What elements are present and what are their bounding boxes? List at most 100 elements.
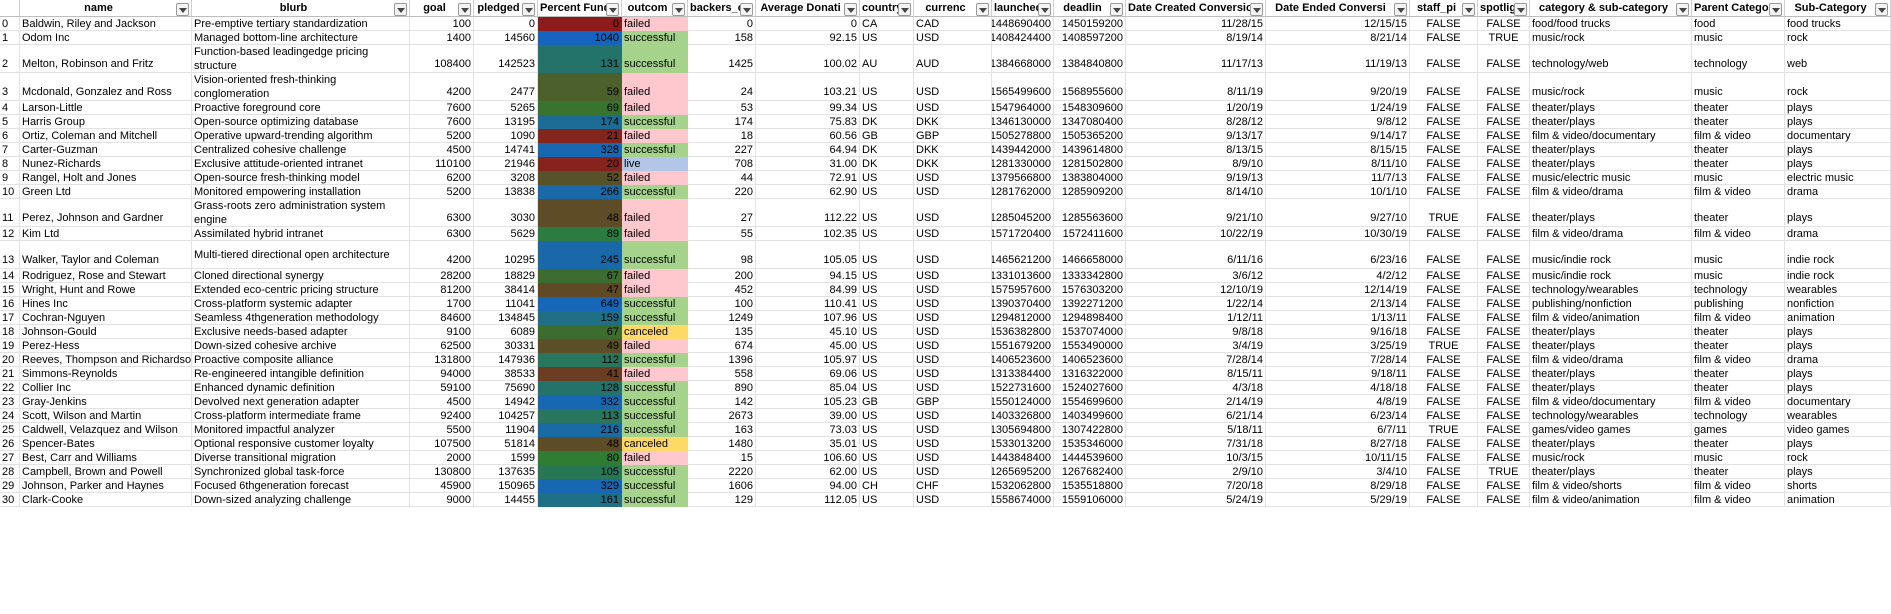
cell-pledged[interactable]: 0 bbox=[474, 17, 538, 31]
cell-launched[interactable]: 1285045200 bbox=[992, 199, 1054, 227]
cell-country[interactable]: US bbox=[860, 493, 914, 507]
cell-pct[interactable]: 41 bbox=[538, 367, 622, 381]
cell-country[interactable]: GB bbox=[860, 129, 914, 143]
cell-parent[interactable]: games bbox=[1692, 423, 1785, 437]
cell-id[interactable]: 22 bbox=[0, 381, 20, 395]
cell-avg[interactable]: 100.02 bbox=[756, 45, 860, 73]
cell-name[interactable]: Caldwell, Velazquez and Wilson bbox=[20, 423, 192, 437]
cell-outcome[interactable]: successful bbox=[622, 311, 688, 325]
cell-backers[interactable]: 44 bbox=[688, 171, 756, 185]
cell-backers[interactable]: 18 bbox=[688, 129, 756, 143]
cell-parent[interactable]: film & video bbox=[1692, 479, 1785, 493]
cell-goal[interactable]: 4200 bbox=[410, 241, 474, 269]
cell-ended[interactable]: 8/11/10 bbox=[1266, 157, 1410, 171]
cell-ended[interactable]: 1/13/11 bbox=[1266, 311, 1410, 325]
cell-created[interactable]: 3/4/19 bbox=[1126, 339, 1266, 353]
cell-name[interactable]: Walker, Taylor and Coleman bbox=[20, 241, 192, 269]
cell-id[interactable]: 5 bbox=[0, 115, 20, 129]
cell-cat[interactable]: music/indie rock bbox=[1530, 241, 1692, 269]
cell-currency[interactable]: USD bbox=[914, 171, 992, 185]
cell-sub[interactable]: rock bbox=[1785, 31, 1891, 45]
cell-backers[interactable]: 1249 bbox=[688, 311, 756, 325]
cell-launched[interactable]: 1522731600 bbox=[992, 381, 1054, 395]
cell-goal[interactable]: 107500 bbox=[410, 437, 474, 451]
cell-spot[interactable]: FALSE bbox=[1478, 199, 1530, 227]
cell-spot[interactable]: FALSE bbox=[1478, 101, 1530, 115]
cell-launched[interactable]: 1575957600 bbox=[992, 283, 1054, 297]
cell-backers[interactable]: 558 bbox=[688, 367, 756, 381]
cell-outcome[interactable]: successful bbox=[622, 31, 688, 45]
cell-launched[interactable]: 1390370400 bbox=[992, 297, 1054, 311]
cell-cat[interactable]: film & video/drama bbox=[1530, 227, 1692, 241]
cell-launched[interactable]: 1443848400 bbox=[992, 451, 1054, 465]
cell-name[interactable]: Reeves, Thompson and Richardson bbox=[20, 353, 192, 367]
filter-dropdown-icon[interactable] bbox=[1394, 3, 1407, 16]
cell-spot[interactable]: FALSE bbox=[1478, 115, 1530, 129]
cell-blurb[interactable]: Re-engineered intangible definition bbox=[192, 367, 410, 381]
cell-avg[interactable]: 94.15 bbox=[756, 269, 860, 283]
cell-staff[interactable]: FALSE bbox=[1410, 241, 1478, 269]
cell-staff[interactable]: FALSE bbox=[1410, 451, 1478, 465]
cell-sub[interactable]: web bbox=[1785, 45, 1891, 73]
cell-staff[interactable]: TRUE bbox=[1410, 423, 1478, 437]
cell-currency[interactable]: USD bbox=[914, 227, 992, 241]
cell-ended[interactable]: 9/8/12 bbox=[1266, 115, 1410, 129]
cell-goal[interactable]: 81200 bbox=[410, 283, 474, 297]
cell-sub[interactable]: electric music bbox=[1785, 171, 1891, 185]
cell-staff[interactable]: FALSE bbox=[1410, 17, 1478, 31]
cell-currency[interactable]: USD bbox=[914, 367, 992, 381]
cell-id[interactable]: 6 bbox=[0, 129, 20, 143]
cell-id[interactable]: 20 bbox=[0, 353, 20, 367]
cell-id[interactable]: 2 bbox=[0, 45, 20, 73]
cell-goal[interactable]: 6300 bbox=[410, 199, 474, 227]
filter-dropdown-icon[interactable] bbox=[1875, 3, 1888, 16]
cell-sub[interactable]: rock bbox=[1785, 451, 1891, 465]
cell-pct[interactable]: 159 bbox=[538, 311, 622, 325]
cell-currency[interactable]: GBP bbox=[914, 395, 992, 409]
cell-country[interactable]: AU bbox=[860, 45, 914, 73]
cell-staff[interactable]: FALSE bbox=[1410, 143, 1478, 157]
cell-currency[interactable]: GBP bbox=[914, 129, 992, 143]
cell-backers[interactable]: 129 bbox=[688, 493, 756, 507]
cell-deadline[interactable]: 1384840800 bbox=[1054, 45, 1126, 73]
cell-avg[interactable]: 75.83 bbox=[756, 115, 860, 129]
cell-backers[interactable]: 200 bbox=[688, 269, 756, 283]
cell-goal[interactable]: 7600 bbox=[410, 115, 474, 129]
cell-backers[interactable]: 27 bbox=[688, 199, 756, 227]
cell-name[interactable]: Perez, Johnson and Gardner bbox=[20, 199, 192, 227]
cell-cat[interactable]: film & video/drama bbox=[1530, 185, 1692, 199]
cell-sub[interactable]: documentary bbox=[1785, 129, 1891, 143]
cell-pct[interactable]: 89 bbox=[538, 227, 622, 241]
cell-ended[interactable]: 9/18/11 bbox=[1266, 367, 1410, 381]
cell-ended[interactable]: 3/25/19 bbox=[1266, 339, 1410, 353]
cell-launched[interactable]: 1331013600 bbox=[992, 269, 1054, 283]
cell-created[interactable]: 2/14/19 bbox=[1126, 395, 1266, 409]
cell-parent[interactable]: technology bbox=[1692, 283, 1785, 297]
cell-avg[interactable]: 72.91 bbox=[756, 171, 860, 185]
cell-staff[interactable]: FALSE bbox=[1410, 297, 1478, 311]
cell-country[interactable]: US bbox=[860, 269, 914, 283]
cell-deadline[interactable]: 1535346000 bbox=[1054, 437, 1126, 451]
cell-pct[interactable]: 266 bbox=[538, 185, 622, 199]
filter-dropdown-icon[interactable] bbox=[1769, 3, 1782, 16]
cell-launched[interactable]: 1313384400 bbox=[992, 367, 1054, 381]
cell-pct[interactable]: 245 bbox=[538, 241, 622, 269]
cell-blurb[interactable]: Down-sized cohesive archive bbox=[192, 339, 410, 353]
cell-spot[interactable]: FALSE bbox=[1478, 227, 1530, 241]
filter-dropdown-icon[interactable] bbox=[740, 3, 753, 16]
cell-parent[interactable]: theater bbox=[1692, 115, 1785, 129]
cell-spot[interactable]: FALSE bbox=[1478, 437, 1530, 451]
cell-ended[interactable]: 6/7/11 bbox=[1266, 423, 1410, 437]
cell-blurb[interactable]: Enhanced dynamic definition bbox=[192, 381, 410, 395]
cell-name[interactable]: Best, Carr and Williams bbox=[20, 451, 192, 465]
cell-parent[interactable]: theater bbox=[1692, 143, 1785, 157]
cell-avg[interactable]: 94.00 bbox=[756, 479, 860, 493]
cell-pledged[interactable]: 51814 bbox=[474, 437, 538, 451]
cell-launched[interactable]: 1547964000 bbox=[992, 101, 1054, 115]
cell-outcome[interactable]: canceled bbox=[622, 325, 688, 339]
cell-launched[interactable]: 1408424400 bbox=[992, 31, 1054, 45]
cell-created[interactable]: 1/22/14 bbox=[1126, 297, 1266, 311]
cell-name[interactable]: Kim Ltd bbox=[20, 227, 192, 241]
cell-ended[interactable]: 3/4/10 bbox=[1266, 465, 1410, 479]
cell-cat[interactable]: theater/plays bbox=[1530, 437, 1692, 451]
